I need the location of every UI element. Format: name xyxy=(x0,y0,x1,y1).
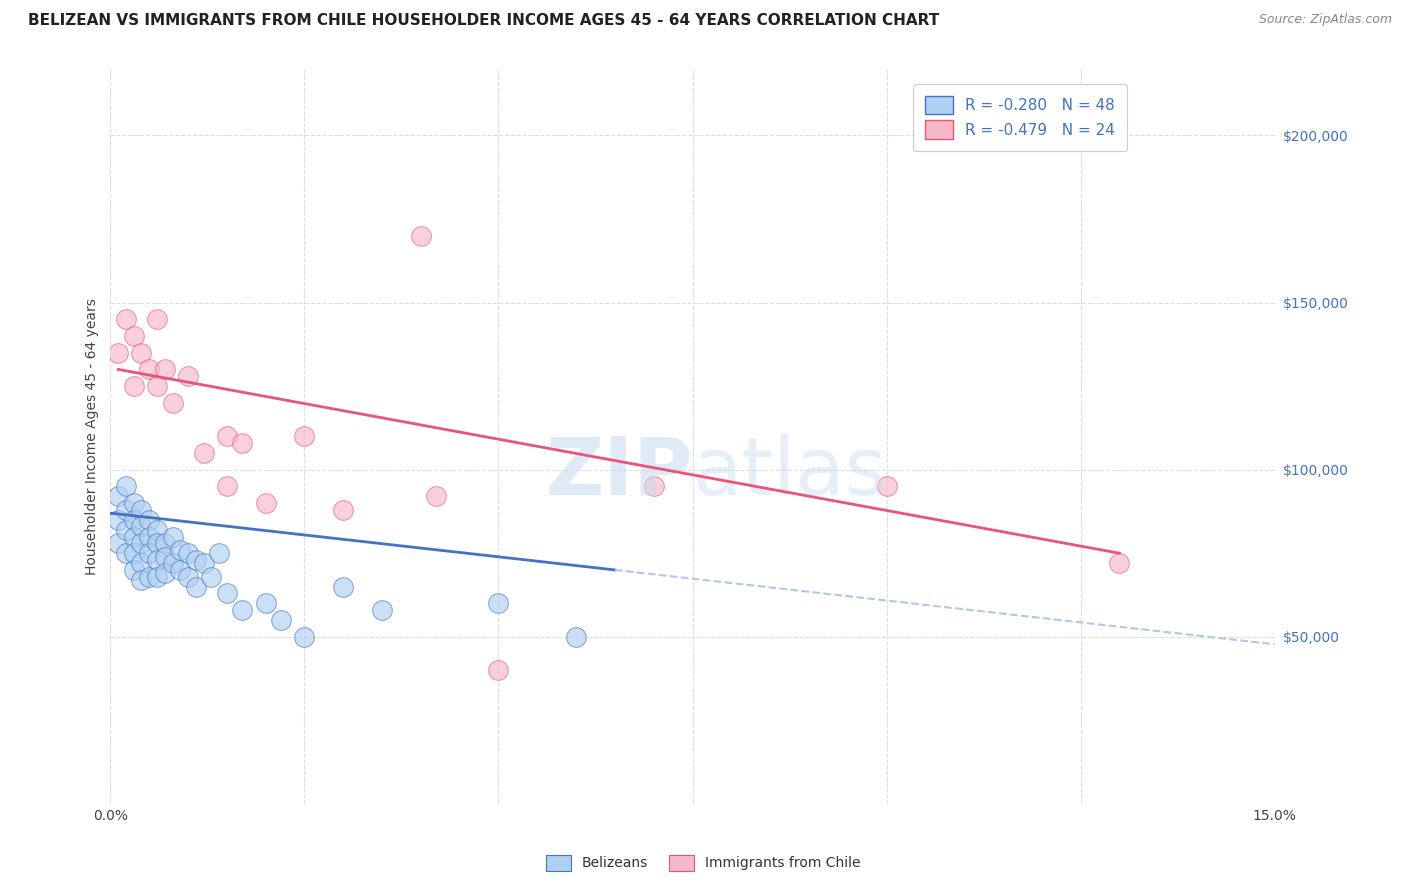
Point xyxy=(131,536,153,550)
Point xyxy=(215,429,238,443)
Point xyxy=(184,553,207,567)
Y-axis label: Householder Income Ages 45 - 64 years: Householder Income Ages 45 - 64 years xyxy=(86,298,100,574)
Point xyxy=(115,312,138,326)
Point xyxy=(146,536,169,550)
Point xyxy=(193,556,215,570)
Point xyxy=(115,546,138,560)
Point xyxy=(146,569,169,583)
Point xyxy=(107,536,129,550)
Text: Source: ZipAtlas.com: Source: ZipAtlas.com xyxy=(1258,13,1392,27)
Point xyxy=(115,523,138,537)
Point xyxy=(153,362,176,376)
Point xyxy=(425,489,447,503)
Point xyxy=(565,630,588,644)
Point xyxy=(138,362,160,376)
Point xyxy=(488,596,510,610)
Point xyxy=(122,496,145,510)
Point xyxy=(107,489,129,503)
Point xyxy=(488,663,510,677)
Point xyxy=(177,569,200,583)
Point xyxy=(177,546,200,560)
Point xyxy=(131,573,153,587)
Point xyxy=(184,580,207,594)
Point xyxy=(122,513,145,527)
Point xyxy=(153,566,176,581)
Legend: R = -0.280   N = 48, R = -0.479   N = 24: R = -0.280 N = 48, R = -0.479 N = 24 xyxy=(914,84,1128,152)
Point xyxy=(254,496,277,510)
Point xyxy=(177,369,200,384)
Point xyxy=(270,613,292,627)
Text: BELIZEAN VS IMMIGRANTS FROM CHILE HOUSEHOLDER INCOME AGES 45 - 64 YEARS CORRELAT: BELIZEAN VS IMMIGRANTS FROM CHILE HOUSEH… xyxy=(28,13,939,29)
Point xyxy=(162,556,184,570)
Point xyxy=(643,479,665,493)
Point xyxy=(122,379,145,393)
Legend: Belizeans, Immigrants from Chile: Belizeans, Immigrants from Chile xyxy=(540,849,866,876)
Point xyxy=(169,542,191,557)
Point xyxy=(162,396,184,410)
Point xyxy=(138,529,160,543)
Point xyxy=(193,446,215,460)
Point xyxy=(146,312,169,326)
Point xyxy=(138,569,160,583)
Text: ZIP: ZIP xyxy=(546,434,693,512)
Point xyxy=(122,546,145,560)
Point xyxy=(107,513,129,527)
Point xyxy=(131,502,153,516)
Point xyxy=(409,228,432,243)
Point xyxy=(254,596,277,610)
Point xyxy=(146,553,169,567)
Point xyxy=(138,546,160,560)
Point xyxy=(294,630,316,644)
Point xyxy=(162,529,184,543)
Point xyxy=(153,549,176,564)
Point xyxy=(332,580,354,594)
Point xyxy=(231,436,253,450)
Point xyxy=(131,556,153,570)
Point xyxy=(107,345,129,359)
Point xyxy=(146,523,169,537)
Point xyxy=(208,546,231,560)
Point xyxy=(231,603,253,617)
Point xyxy=(122,563,145,577)
Point xyxy=(332,502,354,516)
Point xyxy=(215,479,238,493)
Point xyxy=(131,519,153,533)
Point xyxy=(1108,556,1130,570)
Point xyxy=(153,536,176,550)
Point xyxy=(131,345,153,359)
Point xyxy=(169,563,191,577)
Point xyxy=(115,502,138,516)
Point xyxy=(122,529,145,543)
Point xyxy=(876,479,898,493)
Point xyxy=(371,603,394,617)
Point xyxy=(200,569,222,583)
Point xyxy=(294,429,316,443)
Text: atlas: atlas xyxy=(693,434,887,512)
Point xyxy=(146,379,169,393)
Point xyxy=(138,513,160,527)
Point xyxy=(122,329,145,343)
Point xyxy=(115,479,138,493)
Point xyxy=(215,586,238,600)
